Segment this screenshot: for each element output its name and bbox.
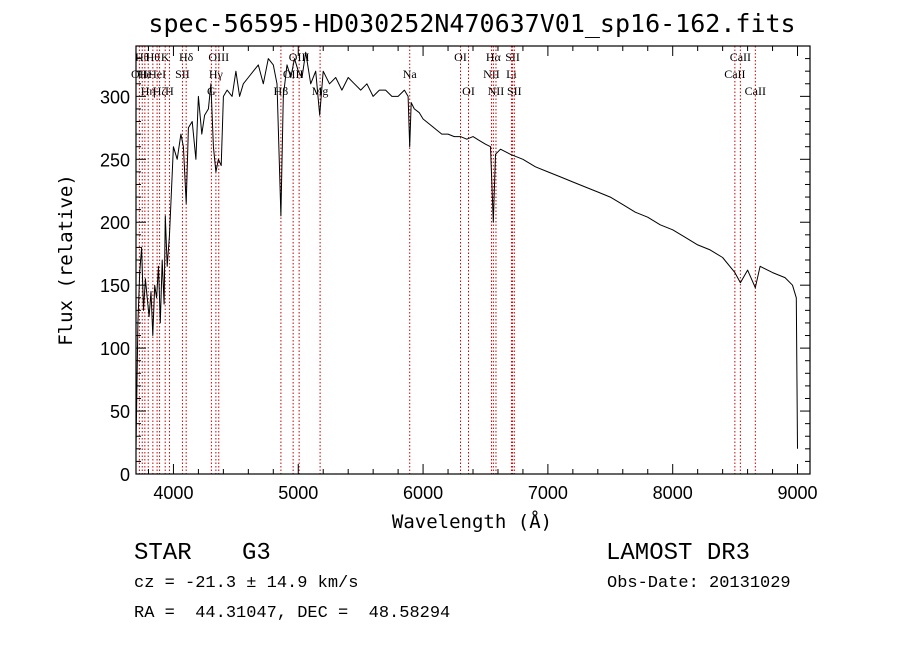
coordinates: RA = 44.31047, DEC = 48.58294	[134, 604, 451, 623]
line-marker-label: Mg	[312, 84, 329, 98]
y-tick-label: 300	[100, 87, 130, 107]
line-marker-label: NII	[488, 84, 505, 98]
object-subclass: G3	[242, 540, 271, 567]
y-tick-label: 0	[120, 465, 130, 485]
line-marker-label: H	[165, 84, 174, 98]
y-tick-label: 250	[100, 150, 130, 170]
line-marker-label: Hθ	[146, 50, 161, 64]
line-marker-label: Hζ	[153, 84, 167, 98]
line-marker-label: HeI	[148, 67, 166, 81]
line-marker-label: K	[161, 50, 170, 64]
x-tick-label: 7000	[528, 483, 568, 503]
line-marker-label: Hβ	[274, 84, 289, 98]
y-tick-label: 150	[100, 276, 130, 296]
line-marker-label: CaII	[730, 50, 751, 64]
x-tick-label: 6000	[403, 483, 443, 503]
line-marker-label: Hη	[141, 84, 156, 98]
x-tick-label: 4000	[153, 483, 193, 503]
line-marker-label: Hγ	[209, 67, 224, 81]
survey-name: LAMOST DR3	[606, 540, 751, 567]
y-tick-label: 200	[100, 213, 130, 233]
line-marker-label: SII	[175, 67, 190, 81]
line-marker-label: Li	[506, 67, 517, 81]
x-tick-label: 8000	[653, 483, 693, 503]
chart-title: spec-56595-HD030252N470637V01_sp16-162.f…	[148, 9, 795, 38]
y-axis-label: Flux (relative)	[55, 174, 77, 346]
spectrum-series	[135, 51, 798, 449]
y-tick-label: 50	[110, 402, 130, 422]
line-marker-label: SII	[505, 50, 520, 64]
line-marker-label: Na	[403, 67, 418, 81]
line-marker-label: Hα	[486, 50, 502, 64]
object-type: STAR	[134, 540, 192, 567]
x-axis-label: Wavelength (Å)	[392, 510, 552, 533]
line-marker-label: Hδ	[179, 50, 194, 64]
x-tick-label: 9000	[777, 483, 817, 503]
line-marker-label: CaII	[724, 67, 745, 81]
line-marker-label: Hθ	[135, 50, 150, 64]
line-marker-label: SII	[507, 84, 522, 98]
line-marker-label: OII	[131, 67, 148, 81]
x-tick-label: 5000	[278, 483, 318, 503]
line-marker-label: CaII	[745, 84, 766, 98]
line-marker-label: OI	[454, 50, 467, 64]
spectral-line-markers: OIIHθHeHηHθHeIHζKHSIIHδGHγOIIIHβOIIIOIII…	[131, 46, 766, 474]
y-tick-label: 100	[100, 339, 130, 359]
observation-date: Obs-Date: 20131029	[607, 574, 791, 593]
line-marker-label: OI	[462, 84, 475, 98]
line-marker-label: OIII	[208, 50, 229, 64]
spectrum-line	[135, 51, 798, 449]
line-marker-label: NII	[483, 67, 500, 81]
plot-frame	[135, 45, 811, 475]
redshift-velocity: cz = -21.3 ± 14.9 km/s	[134, 574, 359, 593]
axis-ticks: 4000 5000 6000 7000 8000 9000 0 50 100 150 200 250 3…	[100, 46, 818, 503]
